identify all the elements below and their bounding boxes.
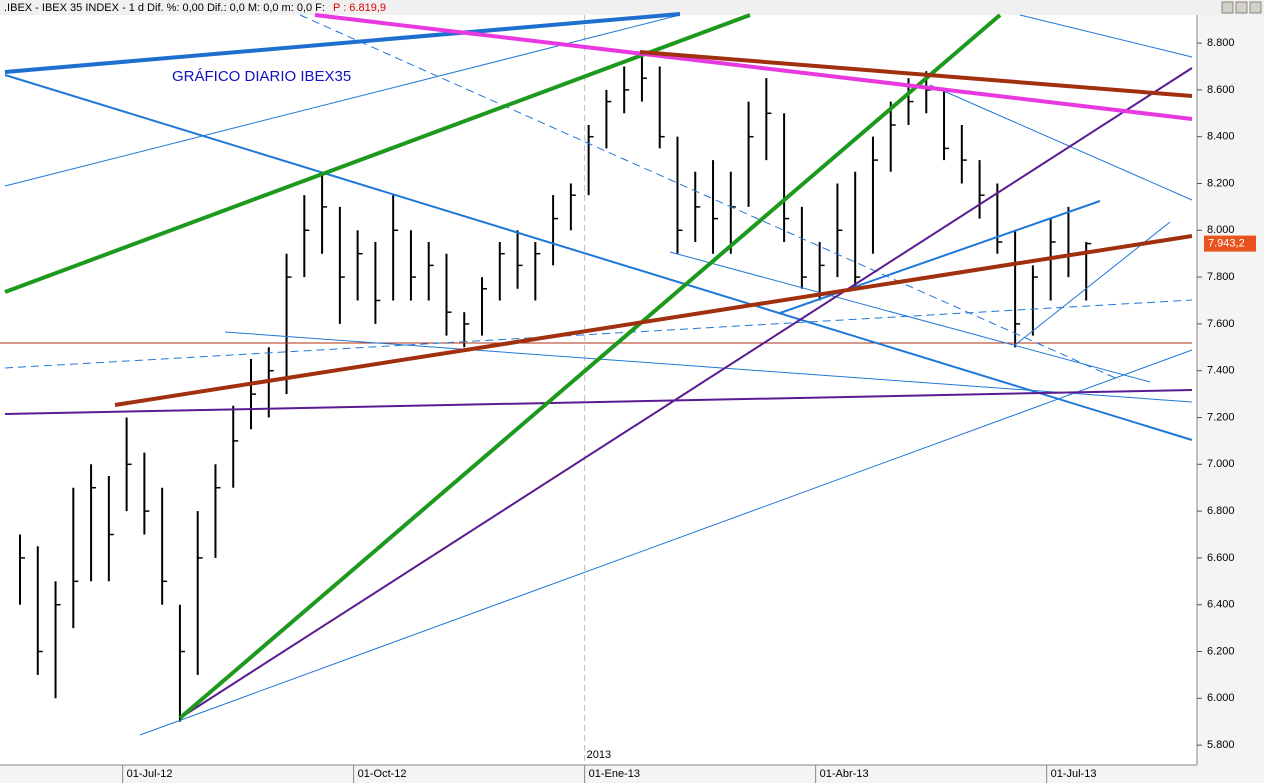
trend-line <box>114 234 1193 407</box>
title-price: P : 6.819,9 <box>333 2 386 14</box>
y-tick-label: 8.000 <box>1207 224 1235 236</box>
trend-line <box>1019 14 1193 58</box>
y-tick-label: 8.800 <box>1207 37 1235 49</box>
trend-line <box>4 299 1193 369</box>
y-tick-label: 7.000 <box>1207 458 1235 470</box>
chart-title: .IBEX - IBEX 35 INDEX - 1 d Dif. %: 0,00… <box>4 2 325 14</box>
y-tick-label: 8.400 <box>1207 131 1235 143</box>
y-tick-label: 6.800 <box>1207 505 1235 517</box>
trend-line <box>929 84 1193 201</box>
y-tick-label: 7.400 <box>1207 365 1235 377</box>
trend-line <box>4 12 681 74</box>
trend-line <box>4 389 1193 415</box>
window-buttons[interactable] <box>1221 1 1262 14</box>
trend-line <box>4 74 1193 441</box>
x-tick-label: 01-Jul-12 <box>127 768 173 780</box>
y-tick-label: 7.800 <box>1207 271 1235 283</box>
annotation: GRÁFICO DIARIO IBEX35 <box>172 68 351 85</box>
y-axis-panel <box>1197 15 1264 783</box>
x-axis-panel <box>0 765 1197 783</box>
y-tick-label: 6.600 <box>1207 552 1235 564</box>
y-tick-label: 6.200 <box>1207 645 1235 657</box>
trend-line <box>779 200 1101 314</box>
trend-line <box>639 50 1193 98</box>
x-tick-label: 01-Ene-13 <box>589 768 640 780</box>
y-tick-label: 8.200 <box>1207 177 1235 189</box>
maximize-button[interactable] <box>1235 1 1248 14</box>
year-label: 2013 <box>587 749 611 761</box>
y-tick-label: 5.800 <box>1207 739 1235 751</box>
last-price-label: 7.943,2 <box>1208 237 1245 249</box>
trend-line <box>1014 221 1171 346</box>
y-tick-label: 6.400 <box>1207 599 1235 611</box>
minimize-button[interactable] <box>1221 1 1234 14</box>
y-tick-label: 8.600 <box>1207 84 1235 96</box>
trend-line <box>4 14 681 187</box>
x-tick-label: 01-Oct-12 <box>358 768 407 780</box>
trend-lines <box>0 12 1193 736</box>
trend-line <box>314 13 1193 121</box>
trend-line <box>299 14 1121 381</box>
trend-line <box>669 251 1151 383</box>
last-price-box <box>1204 235 1256 252</box>
x-tick-label: 01-Jul-13 <box>1051 768 1097 780</box>
trend-line <box>139 349 1193 736</box>
header-bar <box>0 0 1264 15</box>
close-button[interactable] <box>1249 1 1262 14</box>
trend-line <box>4 13 751 294</box>
trend-line <box>179 67 1193 719</box>
x-tick-label: 01-Abr-13 <box>820 768 869 780</box>
y-tick-label: 7.200 <box>1207 411 1235 423</box>
trend-line <box>178 13 1002 720</box>
y-tick-label: 6.000 <box>1207 692 1235 704</box>
y-tick-label: 7.600 <box>1207 318 1235 330</box>
